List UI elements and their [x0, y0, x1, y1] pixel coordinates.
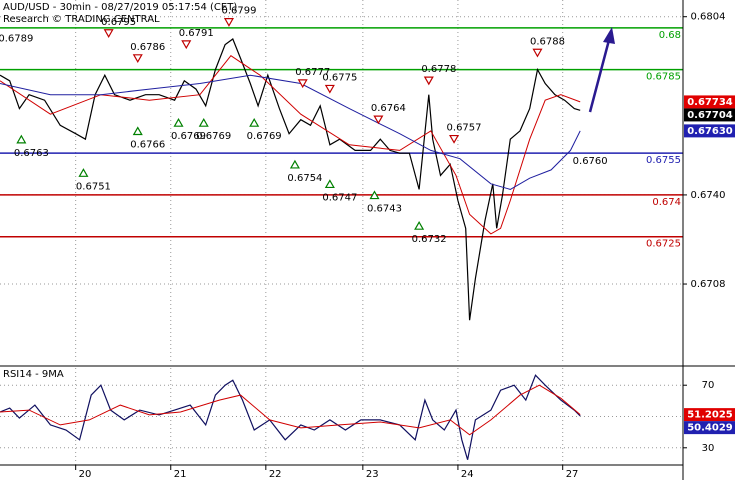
- series-line: [0, 38, 581, 321]
- y-tick-label: 0.6708: [691, 279, 726, 290]
- x-tick-label: 21: [174, 469, 187, 480]
- annotation-label: 0.6757: [447, 123, 482, 134]
- high-marker: [181, 40, 192, 50]
- x-tick-label: 22: [269, 469, 282, 480]
- last-value-box: [684, 95, 735, 109]
- last-value-label: 50.4029: [687, 423, 733, 434]
- annotation-label: 0.6795: [101, 17, 136, 28]
- annotation-label: 0.6766: [130, 140, 165, 151]
- last-value-box: [684, 124, 735, 138]
- y-tick-label: 30: [702, 443, 715, 454]
- y-tick-label: 0.6804: [691, 12, 726, 23]
- annotation-label: 0.6763: [14, 148, 49, 159]
- high-marker: [132, 54, 143, 64]
- low-marker: [198, 117, 209, 127]
- series-line: [0, 55, 581, 235]
- annotation-label: 0.6760: [573, 156, 608, 167]
- last-value-label: 0.67630: [687, 126, 733, 137]
- chart-subtitle: Research © TRADING CENTRAL: [3, 14, 160, 25]
- high-marker: [297, 79, 308, 89]
- annotation-label: 0.6786: [130, 42, 165, 53]
- annotation-label: 0.6764: [371, 103, 406, 114]
- annotation-label: 0.6775: [322, 72, 357, 83]
- annotation-label: 0.6769: [171, 131, 206, 142]
- arrow-shaft: [588, 39, 611, 113]
- low-marker: [249, 117, 260, 127]
- high-marker: [423, 76, 434, 86]
- low-marker: [289, 159, 300, 169]
- rsi-title: RSI14 - 9MA: [3, 369, 64, 380]
- level-label: 0.68: [659, 30, 681, 41]
- high-marker: [532, 48, 543, 58]
- x-tick-label: 27: [566, 469, 579, 480]
- last-value-box: [684, 108, 735, 122]
- low-marker: [324, 179, 335, 189]
- annotation-label: 0.6791: [179, 28, 214, 39]
- low-marker: [369, 190, 380, 200]
- series-line: [0, 384, 581, 436]
- level-label: 0.6755: [646, 155, 681, 166]
- low-marker: [78, 168, 89, 177]
- low-marker: [414, 220, 425, 230]
- annotation-label: 0.6769: [196, 131, 231, 142]
- level-label: 0.674: [652, 197, 681, 208]
- x-tick-label: 24: [461, 469, 474, 480]
- annotation-label: 0.6789: [0, 33, 33, 44]
- high-marker: [373, 115, 384, 125]
- x-tick-label: 23: [366, 469, 379, 480]
- x-tick-label: 20: [79, 469, 92, 480]
- annotation-label: 0.6788: [530, 36, 565, 47]
- y-tick-label: 0.6740: [691, 190, 726, 201]
- level-label: 0.6785: [646, 72, 681, 83]
- level-label: 0.6725: [646, 239, 681, 250]
- series-line: [0, 74, 581, 190]
- annotation-label: 0.6754: [287, 173, 322, 184]
- last-value-box: [684, 421, 735, 435]
- high-marker: [223, 18, 234, 27]
- low-marker: [173, 117, 184, 127]
- annotation-label: 0.6747: [322, 192, 357, 203]
- annotation-label: 0.6743: [367, 204, 402, 215]
- last-value-box: [684, 408, 735, 422]
- annotation-label: 0.6751: [76, 181, 111, 192]
- annotation-label: 0.6769: [247, 131, 282, 142]
- high-marker: [449, 134, 460, 144]
- annotation-label: 0.6799: [221, 6, 256, 17]
- low-marker: [16, 134, 27, 144]
- arrow-head: [603, 27, 615, 44]
- annotation-label: 0.6777: [295, 67, 330, 78]
- low-marker: [132, 126, 143, 136]
- last-value-label: 51.2025: [687, 410, 733, 421]
- annotation-label: 0.6732: [412, 234, 447, 245]
- trend-arrow: [588, 27, 615, 113]
- last-value-label: 0.67704: [687, 110, 733, 121]
- series-line: [0, 374, 581, 460]
- last-value-label: 0.67734: [687, 97, 733, 108]
- y-tick-label: 70: [702, 380, 715, 391]
- high-marker: [103, 29, 114, 38]
- high-marker: [324, 84, 335, 94]
- chart-title: AUD/USD - 30min - 08/27/2019 05:17:54 (C…: [3, 2, 237, 13]
- annotation-label: 0.6778: [421, 64, 456, 75]
